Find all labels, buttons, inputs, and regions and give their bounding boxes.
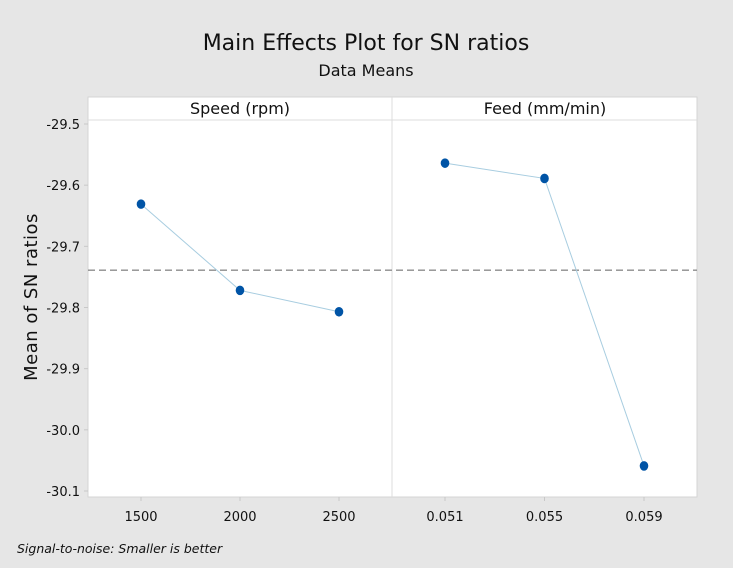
x-tick-label: 2500: [322, 510, 355, 525]
x-tick-label: 0.055: [526, 510, 563, 525]
chart-title: Main Effects Plot for SN ratios: [203, 31, 530, 56]
panel-title-feed: Feed (mm/min): [484, 99, 606, 118]
data-point: [639, 461, 649, 471]
y-tick-label: -29.8: [46, 302, 80, 317]
data-point: [136, 199, 146, 209]
y-tick-label: -29.9: [46, 363, 80, 378]
x-tick-label: 0.059: [625, 510, 662, 525]
chart-subtitle: Data Means: [318, 61, 413, 80]
y-tick-label: -29.5: [46, 118, 80, 133]
x-tick-label: 1500: [124, 510, 157, 525]
panel-title-speed: Speed (rpm): [190, 99, 290, 118]
data-point: [440, 158, 450, 168]
data-point: [334, 306, 344, 317]
y-tick-label: -30.0: [46, 424, 80, 439]
data-point: [540, 173, 549, 184]
y-tick-label: -29.7: [46, 240, 80, 255]
series-group: [136, 158, 649, 471]
x-tick-label: 2000: [223, 510, 256, 525]
x-tick-label: 0.051: [426, 510, 463, 525]
y-axis-label: Mean of SN ratios: [21, 213, 42, 381]
data-point: [235, 285, 245, 296]
footnote: Signal-to-noise: Smaller is better: [17, 541, 223, 556]
y-tick-label: -29.6: [46, 179, 80, 194]
x-axis-ticks: 1500 2000 2500 0.051 0.055 0.059: [124, 497, 663, 525]
y-tick-label: -30.1: [46, 485, 80, 500]
y-axis-ticks: -29.5 -29.6 -29.7 -29.8 -29.9 -30.0 -30.1: [46, 118, 88, 500]
